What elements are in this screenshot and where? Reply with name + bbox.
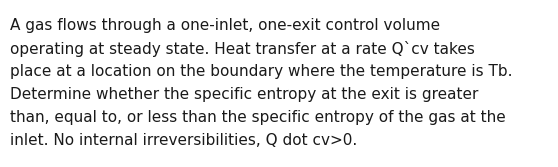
Text: than, equal to, or less than the specific entropy of the gas at the: than, equal to, or less than the specifi…: [10, 110, 506, 125]
Text: A gas flows through a one-inlet, one-exit control volume: A gas flows through a one-inlet, one-exi…: [10, 18, 440, 33]
Text: Determine whether the specific entropy at the exit is greater: Determine whether the specific entropy a…: [10, 87, 478, 102]
Text: inlet. No internal irreversibilities, Q dot cv>0.: inlet. No internal irreversibilities, Q …: [10, 133, 357, 148]
Text: operating at steady state. Heat transfer at a rate Qˋcv takes: operating at steady state. Heat transfer…: [10, 41, 475, 57]
Text: place at a location on the boundary where the temperature is Tb.: place at a location on the boundary wher…: [10, 64, 512, 79]
